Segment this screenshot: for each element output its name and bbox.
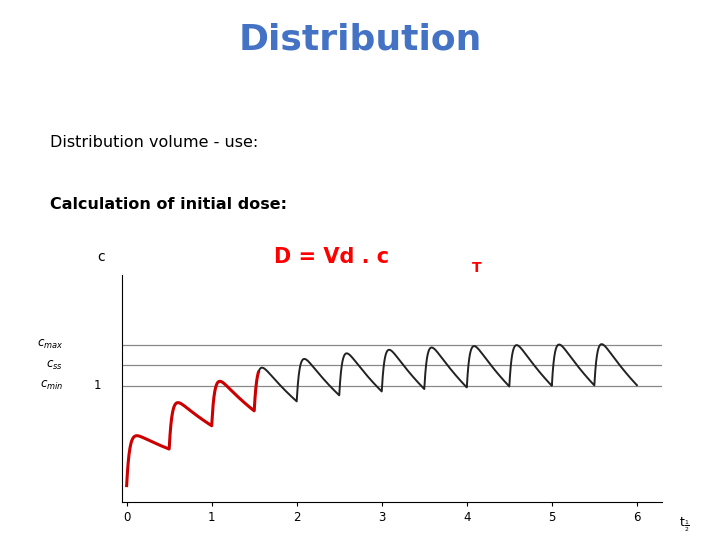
Text: D = Vd . c: D = Vd . c — [274, 247, 389, 267]
Text: Calculation of initial dose:: Calculation of initial dose: — [50, 197, 287, 212]
Text: Distribution: Distribution — [238, 23, 482, 57]
Text: Distribution volume - use:: Distribution volume - use: — [50, 135, 258, 150]
Text: $c_{max}$: $c_{max}$ — [37, 338, 63, 351]
Text: c: c — [97, 250, 104, 264]
Text: t$_{\frac{1}{2}}$: t$_{\frac{1}{2}}$ — [679, 516, 690, 534]
Text: 1: 1 — [94, 379, 101, 392]
Text: T: T — [472, 261, 481, 275]
Text: $c_{ss}$: $c_{ss}$ — [46, 359, 63, 372]
Text: $c_{min}$: $c_{min}$ — [40, 379, 63, 392]
